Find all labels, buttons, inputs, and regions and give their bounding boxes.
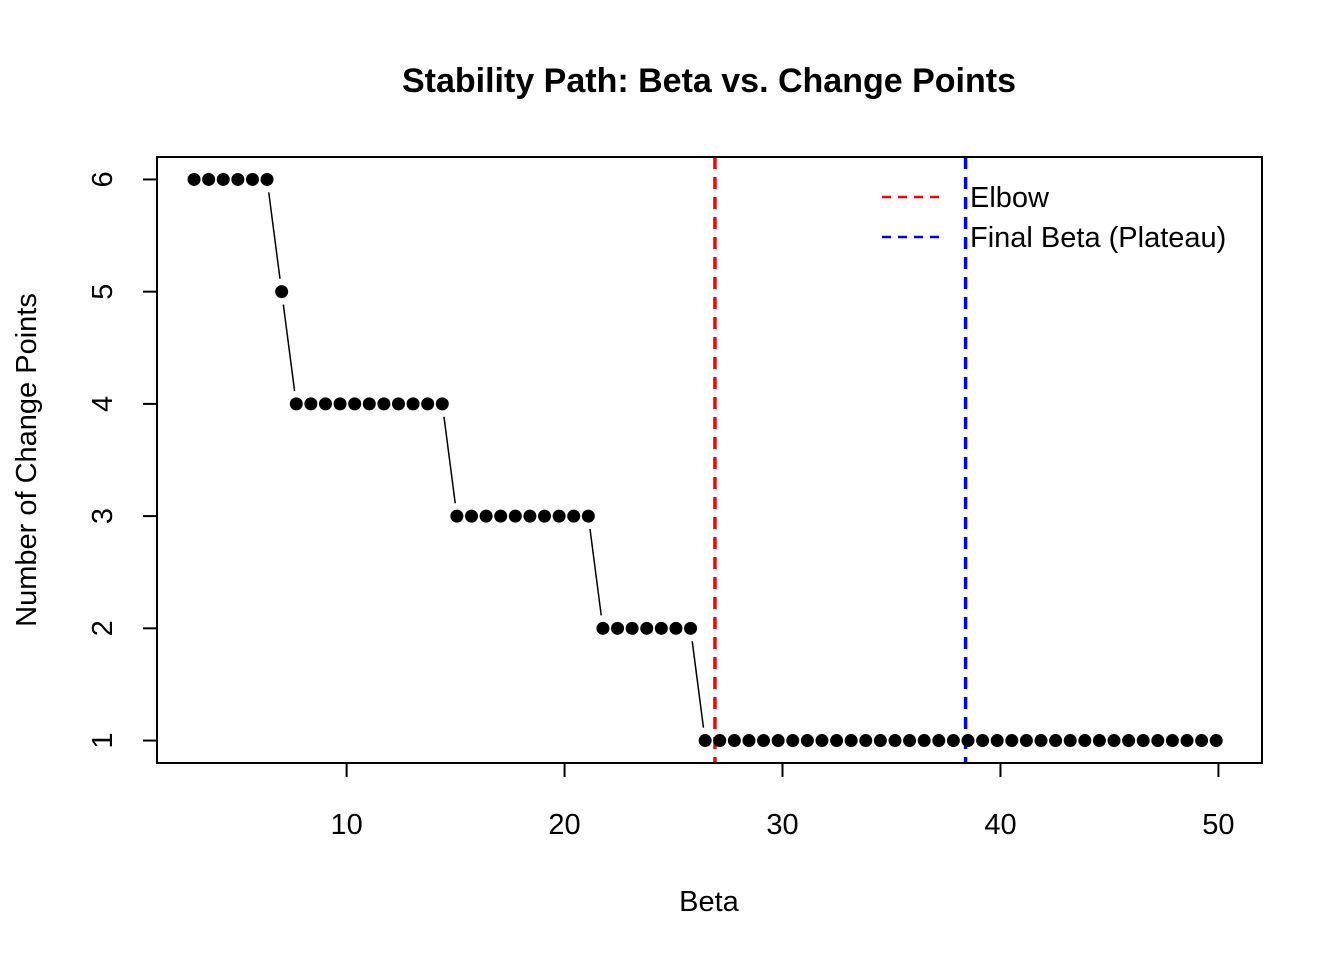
- x-tick-label: 20: [548, 809, 580, 841]
- data-point: [1019, 734, 1033, 748]
- series-connector: [443, 416, 456, 504]
- data-point: [844, 734, 858, 748]
- y-tick-label: 3: [87, 508, 119, 524]
- plot-area: [187, 157, 1223, 763]
- data-point: [1151, 734, 1165, 748]
- data-point: [187, 172, 201, 186]
- data-point: [1049, 734, 1063, 748]
- data-point: [318, 397, 332, 411]
- data-point: [362, 397, 376, 411]
- series-connector: [691, 641, 705, 728]
- data-point: [684, 621, 698, 635]
- data-point: [202, 172, 216, 186]
- y-tick-label: 5: [87, 284, 119, 300]
- data-point: [581, 509, 595, 523]
- data-point: [538, 509, 552, 523]
- data-point: [1107, 734, 1121, 748]
- data-point: [1122, 734, 1136, 748]
- data-point: [552, 509, 566, 523]
- data-point: [377, 397, 391, 411]
- data-point: [625, 621, 639, 635]
- data-point: [654, 621, 668, 635]
- data-point: [508, 509, 522, 523]
- x-tick-label: 30: [766, 809, 798, 841]
- data-point: [1195, 734, 1209, 748]
- y-tick-label: 4: [87, 396, 119, 412]
- x-tick-label: 50: [1202, 809, 1234, 841]
- data-point: [1209, 734, 1223, 748]
- data-point: [304, 397, 318, 411]
- data-point: [1034, 734, 1048, 748]
- data-point: [888, 734, 902, 748]
- x-axis-label: Beta: [679, 886, 740, 918]
- data-point: [245, 172, 259, 186]
- legend-label: Final Beta (Plateau): [970, 222, 1226, 254]
- y-tick-label: 2: [87, 620, 119, 636]
- data-point: [727, 734, 741, 748]
- legend: Elbow Final Beta (Plateau): [882, 182, 1226, 254]
- data-point: [275, 285, 289, 299]
- data-point: [961, 734, 975, 748]
- y-tick-label: 1: [87, 732, 119, 748]
- data-point: [976, 734, 990, 748]
- data-point: [435, 397, 449, 411]
- series-connector: [282, 304, 296, 392]
- data-point: [348, 397, 362, 411]
- data-point: [873, 734, 887, 748]
- data-point: [289, 397, 303, 411]
- data-point: [800, 734, 814, 748]
- data-point: [742, 734, 756, 748]
- data-point: [932, 734, 946, 748]
- y-axis-label: Number of Change Points: [11, 293, 43, 627]
- chart-title: Stability Path: Beta vs. Change Points: [402, 62, 1016, 100]
- data-point: [391, 397, 405, 411]
- data-point: [1136, 734, 1150, 748]
- data-point: [917, 734, 931, 748]
- data-point: [406, 397, 420, 411]
- x-tick-label: 40: [984, 809, 1016, 841]
- data-point: [903, 734, 917, 748]
- data-point: [465, 509, 478, 523]
- data-point: [596, 621, 610, 635]
- data-point: [990, 734, 1004, 748]
- data-point: [698, 734, 712, 748]
- series-connector: [267, 192, 281, 279]
- series-connector: [589, 528, 602, 616]
- data-point: [333, 397, 347, 411]
- plot-frame: [156, 156, 1263, 764]
- data-point: [859, 734, 873, 748]
- data-point: [713, 734, 727, 748]
- data-point: [611, 621, 625, 635]
- data-point: [523, 509, 537, 523]
- data-point: [1078, 734, 1092, 748]
- data-point: [567, 509, 581, 523]
- data-point: [815, 734, 829, 748]
- data-point: [1165, 734, 1179, 748]
- legend-label: Elbow: [970, 182, 1050, 214]
- data-point: [494, 509, 508, 523]
- data-point: [231, 172, 245, 186]
- data-point: [830, 734, 844, 748]
- data-point: [1005, 734, 1019, 748]
- data-point: [1092, 734, 1106, 748]
- data-point: [640, 621, 654, 635]
- data-point: [946, 734, 960, 748]
- data-point: [1063, 734, 1077, 748]
- data-point: [1180, 734, 1194, 748]
- y-tick-label: 6: [87, 171, 119, 187]
- data-point: [216, 172, 230, 186]
- data-point: [757, 734, 771, 748]
- data-point: [786, 734, 800, 748]
- data-point: [260, 172, 274, 186]
- x-tick-label: 10: [330, 809, 362, 841]
- data-point: [771, 734, 785, 748]
- data-point: [450, 509, 464, 523]
- data-point: [669, 621, 683, 635]
- data-point: [421, 397, 435, 411]
- data-point: [479, 509, 493, 523]
